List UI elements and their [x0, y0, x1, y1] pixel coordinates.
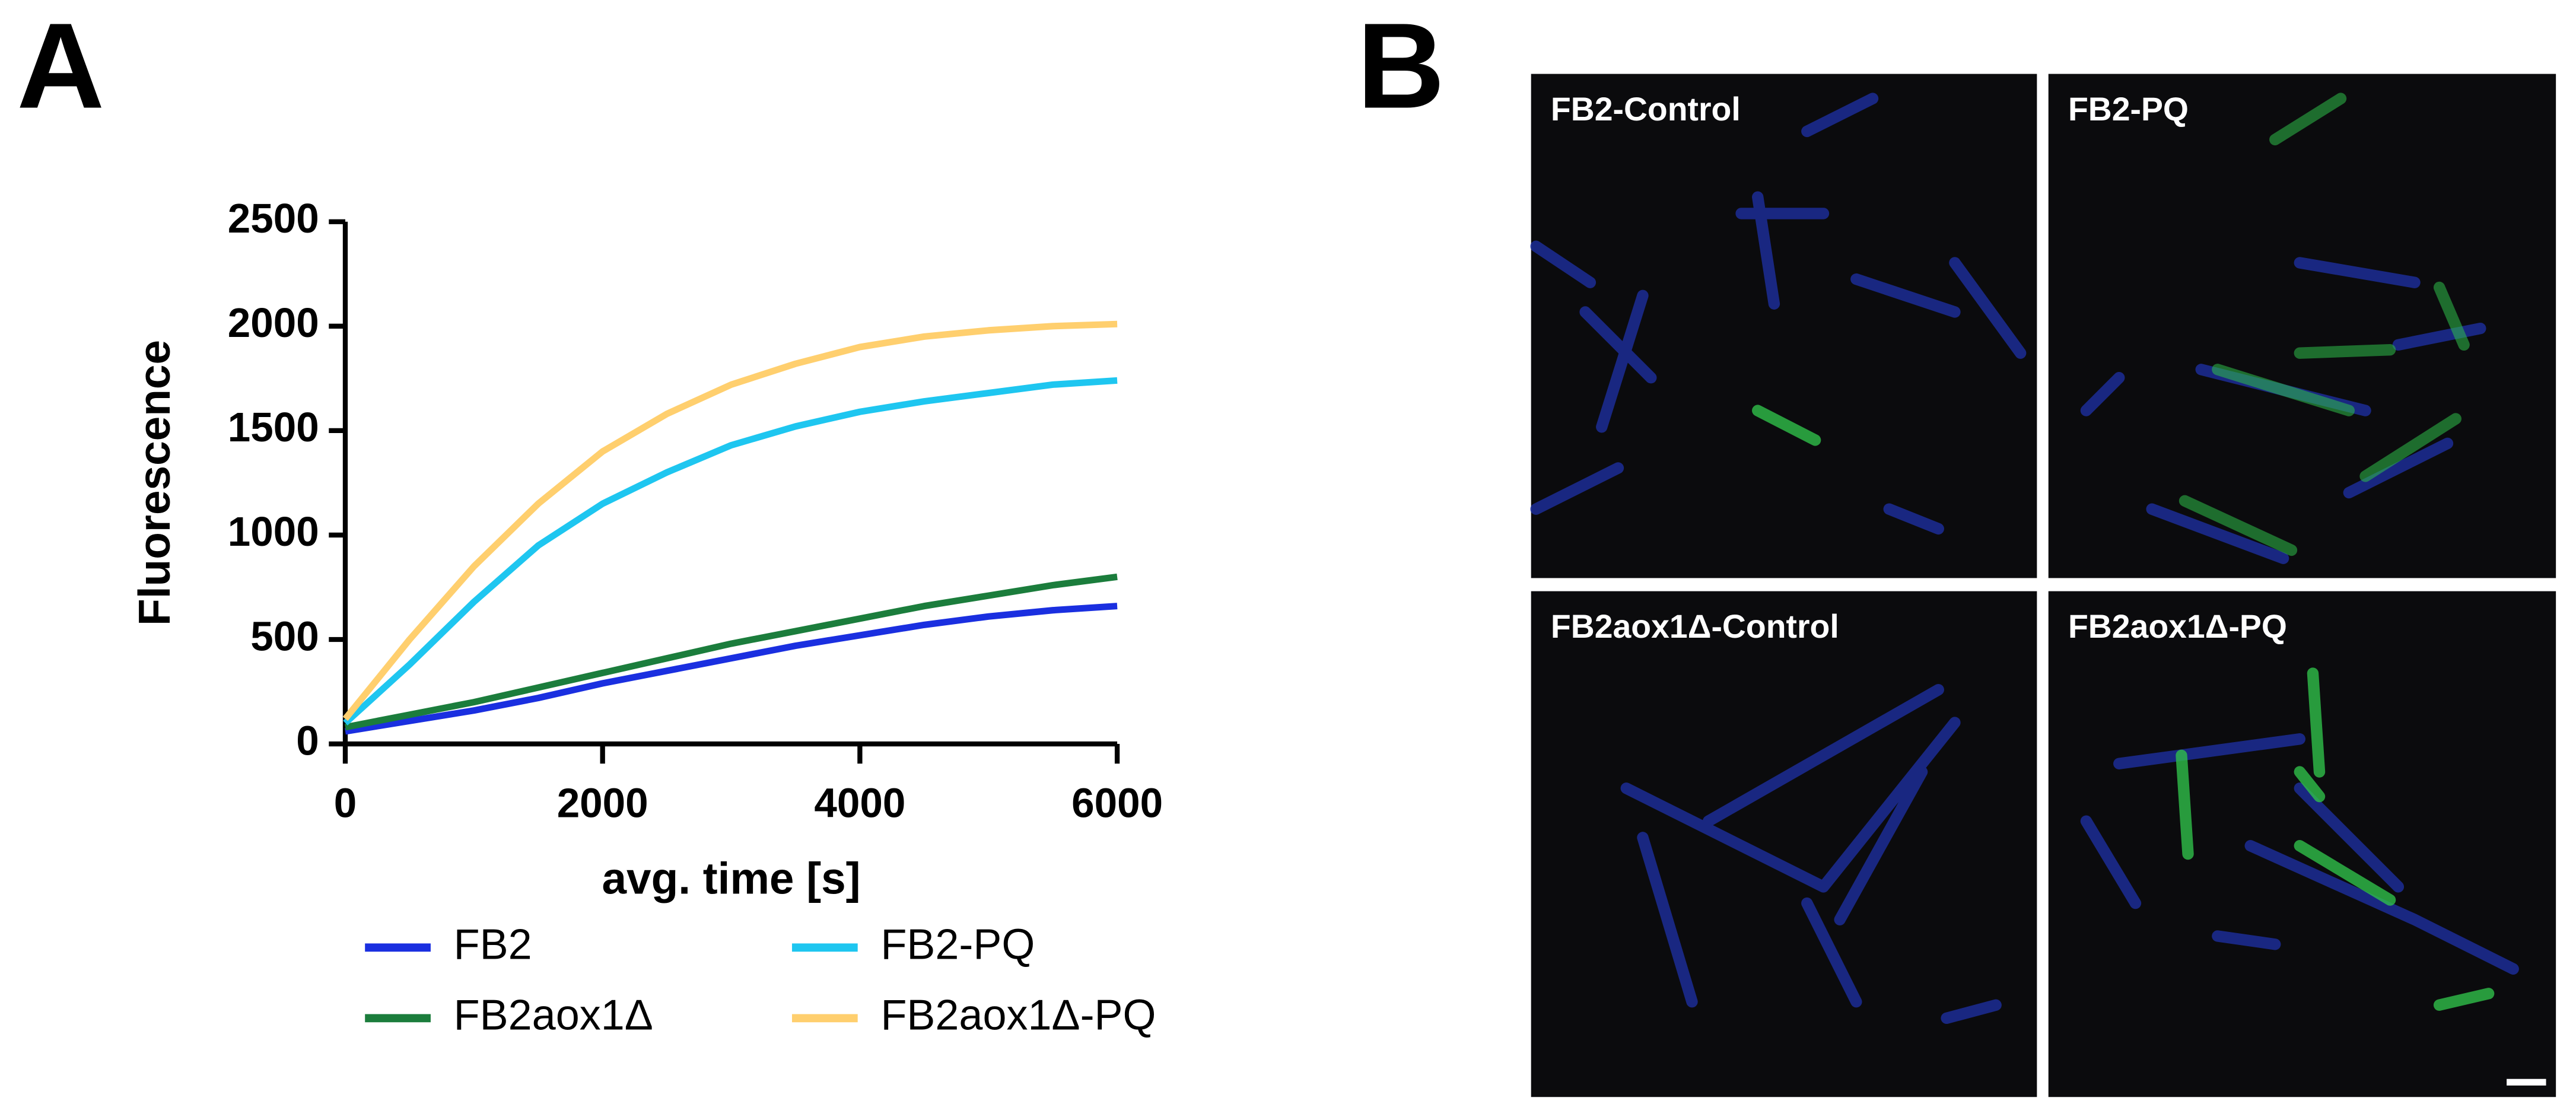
- y-tick-label: 500: [250, 613, 319, 659]
- micrograph: [1531, 591, 2037, 1097]
- panel-letter: A: [17, 0, 104, 133]
- micrograph-label: FB2aox1Δ-Control: [1551, 608, 1839, 645]
- panel-letter: B: [1357, 0, 1445, 133]
- x-tick-label: 0: [334, 780, 357, 826]
- legend-label: FB2-PQ: [880, 921, 1035, 968]
- legend-label: FB2: [454, 921, 532, 968]
- legend-label: FB2aox1Δ-PQ: [880, 991, 1156, 1039]
- series-line: [345, 603, 1118, 735]
- y-tick-label: 1500: [228, 404, 319, 450]
- micrograph: [1531, 74, 2037, 578]
- legend-label: FB2aox1Δ: [454, 991, 653, 1039]
- x-tick-label: 2000: [557, 780, 648, 826]
- y-axis-title: Fluorescence: [129, 340, 179, 626]
- y-tick-label: 0: [296, 717, 319, 763]
- series-line: [342, 320, 1118, 721]
- micrograph-grid: [1530, 74, 2556, 1097]
- cells: [1530, 93, 2546, 1086]
- y-tick-label: 2500: [228, 195, 319, 241]
- micrograph-label: FB2-PQ: [2068, 91, 2189, 128]
- y-tick-label: 2000: [228, 300, 319, 346]
- micrograph-label: FB2aox1Δ-PQ: [2068, 608, 2287, 645]
- x-tick-label: 6000: [1071, 780, 1163, 826]
- series-line: [343, 377, 1118, 726]
- y-tick-label: 1000: [228, 508, 319, 555]
- micrograph-label: FB2-Control: [1551, 91, 1741, 128]
- x-axis-title: avg. time [s]: [602, 853, 860, 903]
- series-line: [344, 573, 1118, 731]
- x-tick-label: 4000: [814, 780, 905, 826]
